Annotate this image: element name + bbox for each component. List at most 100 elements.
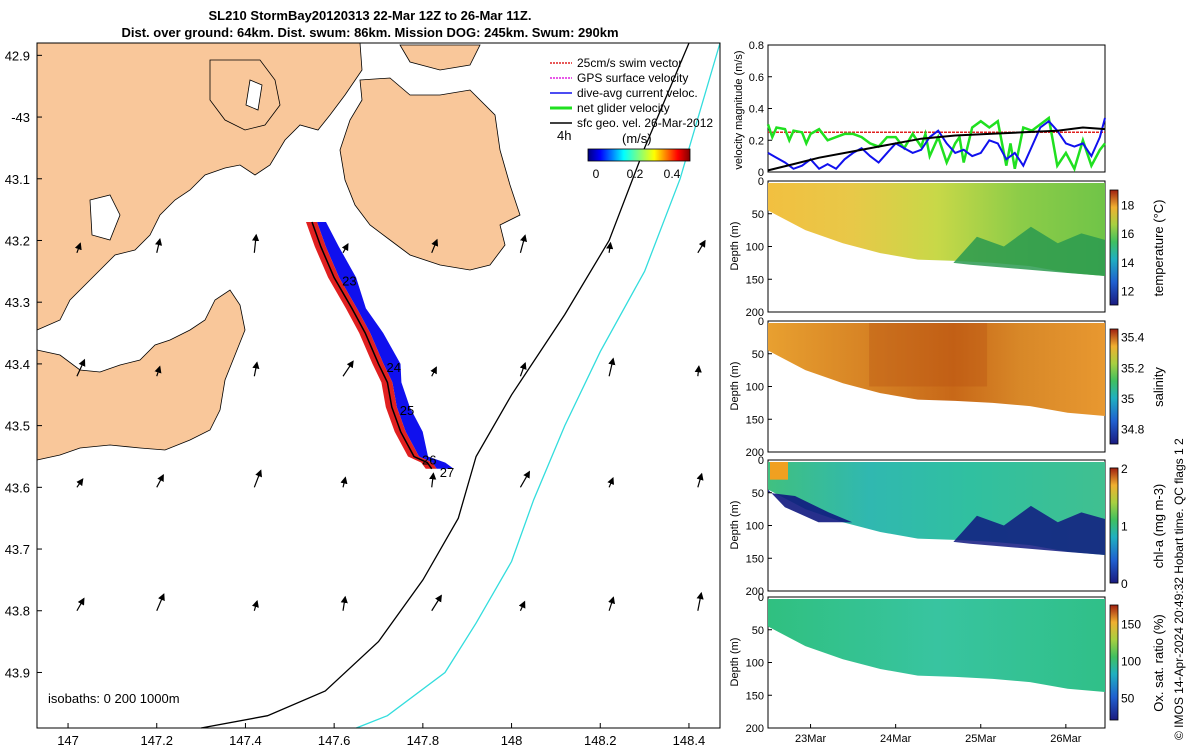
colorbar-tick-2: 0.4 [664,167,681,181]
section-ytick-label: 50 [752,625,764,637]
section-ytick-label: 200 [746,307,764,319]
geo-arrow [519,361,527,377]
land-mass [36,42,521,461]
isobath-1000m [356,42,721,729]
colorbar-tick-label: 16 [1121,227,1135,241]
section-ytick-label: 150 [746,690,764,702]
time-x-ticks: 23Mar 24Mar 25Mar 26Mar [795,724,1082,745]
velocity-ytick-label: 0.8 [749,40,764,52]
map-xtick-label: 147.2 [140,733,173,748]
time-xtick-label: 26Mar [1050,733,1082,745]
legend-label-gps: GPS surface velocity [577,71,688,85]
day-label: 26 [422,452,436,467]
colorbar-label: salinity [1151,367,1166,407]
time-xtick-label: 24Mar [880,733,912,745]
colorbar-tick-label: 1 [1121,520,1128,534]
colorbar-tick-label: 0 [1121,577,1128,591]
day-labels: 23 24 25 26 27 [342,274,454,480]
map-ytick-label: 43.2 [5,233,30,248]
map-xtick-label: 147.6 [318,733,351,748]
section-ylabel: Depth (m) [729,501,741,550]
map-xtick-label: 147.8 [407,733,440,748]
geo-arrow [156,593,165,611]
temperature-panel: 0 50 100 150 200 Depth (m) 12 14 16 18 temperature… [729,176,1166,319]
section-ylabel: Depth (m) [729,222,741,271]
geo-arrow [155,238,163,253]
map-xtick-label: 147 [57,733,79,748]
velocity-series-1 [766,115,1106,173]
legend-label-sfcgeo: sfc geo. vel. 26-Mar-2012 [577,116,713,130]
speed-colorbar [587,148,691,162]
map-xtick-label: 147.4 [229,733,262,748]
figure-title-line-2: Dist. over ground: 64km. Dist. swum: 86k… [121,25,619,40]
geo-arrow [251,233,260,253]
geo-arrow [608,596,615,611]
geo-arrow [253,469,263,488]
section-ytick-label: 100 [746,242,764,254]
section-ytick-label: 200 [746,447,764,459]
map-xtick-label: 148 [501,733,523,748]
geo-arrow [342,360,354,377]
section-ytick-label: 50 [752,488,764,500]
geo-arrow [156,473,164,488]
geo-arrow [251,599,259,611]
section-ytick-label: 150 [746,553,764,565]
glider-track [306,221,454,470]
colorbar-tick-1: 0.2 [627,167,644,181]
map-x-ticks: 147 147.2 147.4 147.6 147.8 148 148.2 148.4 [57,723,705,748]
colorbar-tick-label: 35.2 [1121,361,1145,375]
colorbar-tick-label: 34.8 [1121,423,1145,437]
geo-arrow [76,478,84,488]
chla-panel: 0 50 100 150 200 Depth (m) 0 1 2 chl-a (mg m-3) [729,455,1166,598]
velocity-series-3 [767,126,1106,172]
map-ytick-label: 43.5 [5,419,30,434]
section-fill [768,323,1105,416]
map-ytick-label: 42.9 [5,48,30,63]
oxygen-panel: 0 50 100 150 200 Depth (m) 50 100 150 Ox. sat. ra… [729,592,1166,745]
section-ylabel: Depth (m) [729,638,741,687]
geo-arrow [429,472,437,488]
day-label: 27 [440,465,454,480]
section-ytick-label: 0 [758,316,764,328]
oxygen-section: 0 50 100 150 200 Depth (m) 50 100 150 Ox. sat. ra… [729,592,1166,735]
velocity-panel: 0 0.2 0.4 0.6 0.8 velocity magnitude (m/s) [733,40,1106,179]
map-ytick-label: 43.8 [5,604,30,619]
colorbar-tick-label: 12 [1121,285,1135,299]
section-ytick-label: 50 [752,209,764,221]
section-shelf-feature [768,489,853,523]
map-ytick-label: -43 [11,110,30,125]
legend-note: 4h [557,128,571,143]
geo-arrow [340,595,348,611]
geo-arrow [431,594,442,612]
map-xtick-label: 148.2 [584,733,617,748]
colorbar-tick-label: 50 [1121,692,1135,706]
colorbar-tick-label: 150 [1121,618,1141,632]
geo-arrow [696,591,704,611]
colorbar-label: temperature (°C) [1151,200,1166,297]
map-y-ticks: 42.9 -43 43.1 43.2 43.3 43.4 43.5 43.6 43.7 43.8 4… [5,48,42,680]
colorbar-tick-label: 35.4 [1121,331,1145,345]
day-label: 23 [342,274,356,289]
map-ytick-label: 43.6 [5,480,30,495]
dive-avg-current-vectors [317,222,454,469]
colorbar-tick-label: 100 [1121,655,1141,669]
section-fill [768,599,1105,692]
velocity-ytick-label: 0.2 [749,135,764,147]
map-ytick-label: 43.1 [5,172,30,187]
map-ytick-label: 43.7 [5,542,30,557]
isobath-200m [200,42,690,729]
colorbar-tick-label: 2 [1121,462,1128,476]
geo-arrow [340,476,348,488]
velocity-series-2 [767,117,1106,171]
section-surface-bloom [770,461,788,480]
geo-arrow [74,242,82,254]
map-legend: 25cm/s swim vector GPS surface velocity … [550,56,713,181]
colorbar-tick-0: 0 [593,167,600,181]
section-deep-feature [953,226,1105,276]
geo-arrow [606,241,614,253]
colorbar-unit-label: (m/s) [622,131,652,146]
geo-arrow [608,357,616,377]
colorbar-tick-label: 18 [1121,198,1135,212]
credit-text: © IMOS 14-Apr-2024 20:49:32 Hobart time.… [1172,438,1186,740]
colorbar-tick-label: 14 [1121,256,1135,270]
